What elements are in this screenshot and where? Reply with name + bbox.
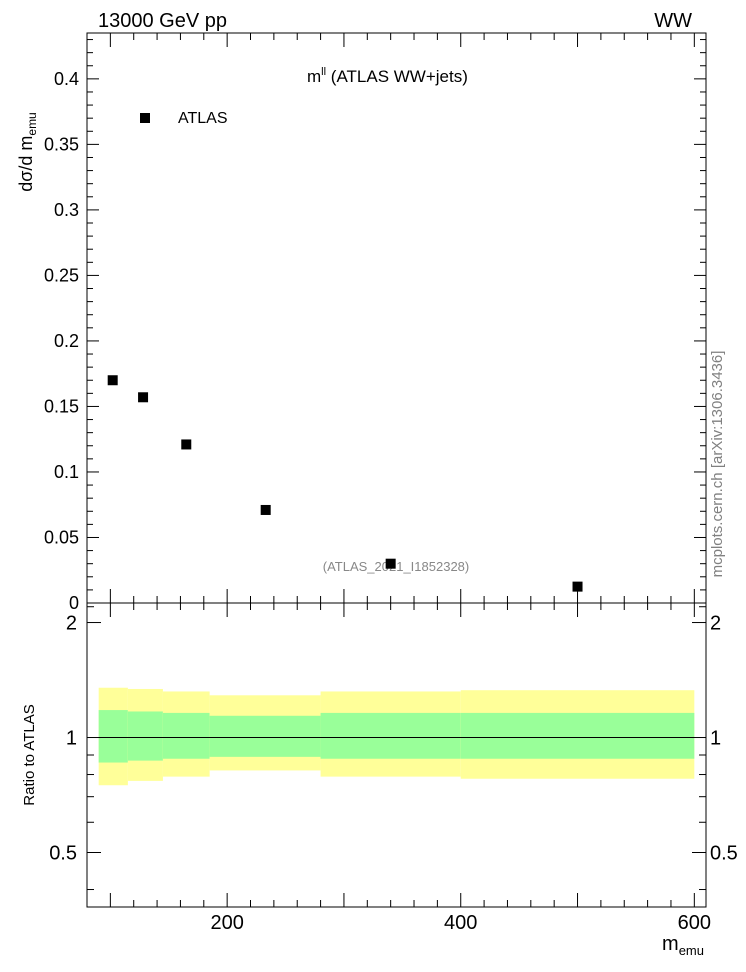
data-point bbox=[572, 581, 583, 592]
y-tick-label: 0.25 bbox=[44, 265, 79, 285]
data-point bbox=[385, 558, 396, 569]
y-tick-label: 0.4 bbox=[54, 69, 79, 89]
y-tick-label: 0 bbox=[69, 593, 79, 613]
main-y-ticks bbox=[87, 39, 706, 604]
ratio-band-inner bbox=[320, 712, 461, 759]
ratio-band-inner bbox=[98, 710, 128, 763]
y-tick-label: 0.05 bbox=[44, 527, 79, 547]
y-tick-label: 0.1 bbox=[54, 462, 79, 482]
y-tick-label: 0.2 bbox=[54, 331, 79, 351]
ratio-tick-label: 0.5 bbox=[49, 843, 77, 865]
data-point bbox=[107, 375, 118, 386]
ratio-y-axis-label: Ratio to ATLAS bbox=[21, 704, 38, 805]
data-points bbox=[107, 375, 583, 592]
energy-label: 13000 GeV pp bbox=[98, 10, 227, 32]
side-source-label: mcplots.cern.ch [arXiv:1306.3436] bbox=[709, 351, 726, 578]
ratio-tick-label: 1 bbox=[66, 728, 77, 750]
ratio-bands bbox=[98, 687, 695, 786]
legend-label: ATLAS bbox=[178, 110, 228, 127]
ratio-band-inner bbox=[460, 712, 695, 759]
main-x-ticks: 200 400 600 bbox=[109, 33, 711, 934]
x-tick-label: 400 bbox=[444, 912, 477, 934]
x-axis-label: memu bbox=[662, 933, 704, 958]
main-y-axis-label: dσ/d memu bbox=[16, 112, 39, 191]
x-tick-label: 600 bbox=[678, 912, 711, 934]
data-point bbox=[181, 439, 192, 450]
x-tick-label: 200 bbox=[210, 912, 243, 934]
analysis-id: (ATLAS_2021_I1852328) bbox=[323, 559, 469, 574]
ratio-tick-label: 2 bbox=[66, 613, 77, 635]
process-label: WW bbox=[654, 10, 692, 32]
data-point bbox=[260, 504, 271, 515]
ratio-band-inner bbox=[209, 715, 321, 757]
ratio-tick-label-right: 2 bbox=[710, 613, 721, 635]
data-point bbox=[138, 392, 149, 403]
y-tick-label: 0.3 bbox=[54, 200, 79, 220]
legend-marker bbox=[140, 113, 150, 123]
ratio-tick-label-right: 1 bbox=[710, 728, 721, 750]
ratio-band-inner bbox=[127, 711, 163, 761]
ratio-band-inner bbox=[162, 712, 210, 759]
y-tick-label: 0.35 bbox=[44, 134, 79, 154]
ratio-ticks: 0.5 0.5 1 1 2 2 bbox=[49, 606, 738, 891]
main-y-tick-labels: 0 0.05 0.1 0.15 0.2 0.25 0.3 0.35 0.4 bbox=[44, 69, 79, 613]
y-tick-label: 0.15 bbox=[44, 396, 79, 416]
plot-title: mll (ATLAS WW+jets) bbox=[307, 66, 468, 86]
ratio-tick-label-right: 0.5 bbox=[710, 843, 738, 865]
